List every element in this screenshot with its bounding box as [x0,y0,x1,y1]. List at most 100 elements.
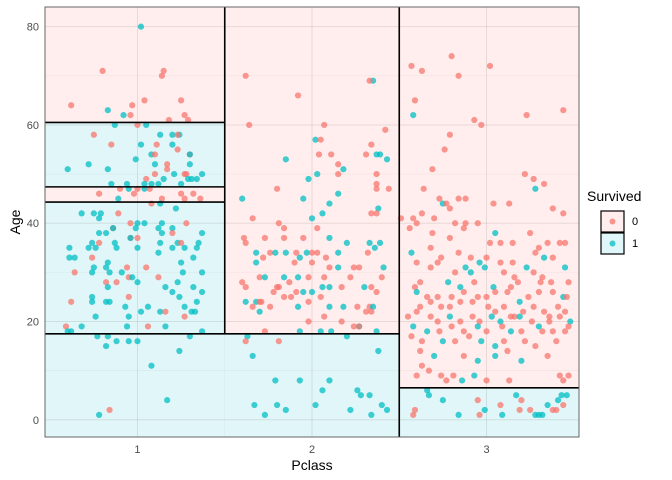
data-point [509,239,516,246]
data-point [178,180,185,188]
data-point [474,323,481,330]
data-point [497,239,504,246]
data-point [256,274,263,281]
data-point [174,279,181,286]
data-point [560,107,567,114]
data-point [369,303,377,310]
data-point [267,249,274,256]
data-point [314,225,321,232]
data-point [157,131,164,138]
data-point [354,303,361,310]
data-point [546,313,553,320]
data-point [108,141,115,148]
data-point [446,303,453,310]
data-point [198,170,206,178]
data-point [321,121,328,129]
data-point [446,313,453,320]
data-point [319,284,326,291]
data-point [460,352,467,360]
data-point [132,225,139,232]
data-point [439,397,446,404]
legend-dot-1 [609,240,616,247]
data-point [476,318,483,325]
y-axis-title: Age [7,209,23,234]
data-point [530,303,537,310]
data-point [305,318,312,325]
data-point [260,254,267,261]
data-point [516,406,523,414]
data-point [335,249,342,256]
data-point [111,121,118,129]
data-point [507,284,515,291]
data-point [451,220,459,227]
data-point [443,200,450,207]
region-1 [45,122,225,187]
data-point [549,205,556,212]
data-point [78,323,85,330]
legend: Survived 0 1 [587,188,641,255]
data-point [198,229,206,237]
data-point [527,229,534,237]
data-point [438,372,445,379]
data-point [293,288,300,296]
data-point [469,298,476,305]
data-point [368,284,375,291]
data-point [123,323,131,330]
data-point [141,220,148,227]
data-point [171,170,178,178]
y-tick-label: 80 [27,22,39,34]
data-point [244,333,251,340]
data-point [492,308,499,315]
data-point [340,303,347,310]
data-point [474,220,481,227]
data-point [427,264,434,271]
data-point [356,264,363,271]
data-point [158,229,166,237]
data-point [174,146,181,153]
data-point [520,308,527,315]
data-point [169,131,176,138]
data-point [408,62,415,70]
data-point [176,293,183,301]
data-point [92,244,99,251]
data-point [474,293,481,301]
data-point [164,166,171,173]
data-point [319,210,326,217]
x-axis-ticks: 1 2 3 [134,444,489,456]
data-point [169,141,176,148]
data-point [561,264,569,271]
data-point [174,131,181,138]
data-point [411,284,419,291]
data-point [499,411,506,418]
data-point [513,392,520,399]
data-point [102,264,110,271]
data-point [151,151,159,158]
data-point [184,175,192,183]
data-point [455,411,462,418]
data-point [418,67,426,74]
data-point [535,244,542,251]
data-point [123,180,131,188]
data-point [305,298,312,305]
data-point [497,259,504,266]
data-point [280,293,288,301]
data-point [125,313,132,320]
data-point [85,161,92,168]
data-point [483,254,490,261]
data-point [157,239,164,246]
data-point [373,170,380,178]
data-point [95,239,103,246]
y-axis-ticks: 0 20 40 60 80 [27,22,39,427]
data-point [418,362,426,369]
data-point [95,411,103,418]
data-point [267,303,274,310]
y-tick-label: 40 [27,218,39,230]
data-point [490,284,497,291]
data-point [134,244,141,251]
data-point [273,185,281,192]
data-point [158,195,166,202]
data-point [521,338,529,345]
data-point [321,313,328,320]
data-point [143,121,150,129]
data-point [183,170,190,178]
